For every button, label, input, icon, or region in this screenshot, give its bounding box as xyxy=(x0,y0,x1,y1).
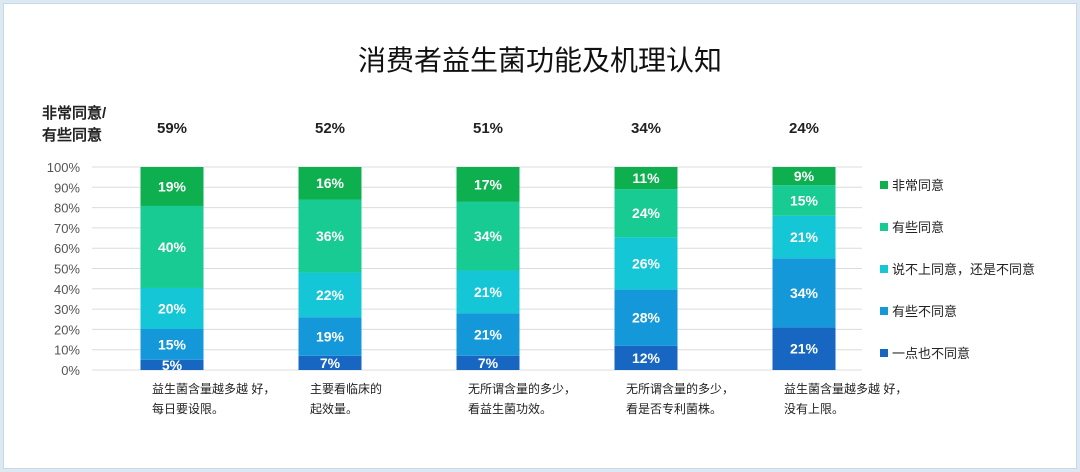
y-tick-label: 100% xyxy=(47,160,81,175)
bar-segment xyxy=(456,313,520,356)
bar-segment xyxy=(614,189,678,238)
bar-segment xyxy=(614,289,678,346)
category-label-line1: 益生菌含量越多越 好， xyxy=(152,381,275,396)
top-label-line2: 有些同意 xyxy=(42,126,102,144)
data-label: 21% xyxy=(790,341,819,357)
data-label: 21% xyxy=(474,326,503,342)
bar-segment xyxy=(140,287,204,329)
bar-segment xyxy=(614,237,678,290)
category-label-line1: 无所谓含量的多少， xyxy=(468,381,576,396)
bar-segment xyxy=(772,185,836,216)
data-label: 5% xyxy=(162,357,183,373)
legend-swatch xyxy=(880,181,888,189)
category-label-line2: 每日要设限。 xyxy=(152,401,224,416)
data-label: 11% xyxy=(632,170,660,186)
y-tick-label: 80% xyxy=(54,201,80,216)
legend-swatch xyxy=(880,265,888,273)
data-label: 24% xyxy=(632,205,661,221)
data-label: 12% xyxy=(632,350,661,366)
category-label-line2: 没有上限。 xyxy=(784,401,844,416)
data-label: 22% xyxy=(316,287,345,303)
y-tick-label: 50% xyxy=(54,262,80,277)
y-tick-label: 70% xyxy=(54,221,80,236)
category-label-line1: 主要看临床的 xyxy=(310,381,382,396)
data-label: 36% xyxy=(316,228,345,244)
y-tick-label: 20% xyxy=(54,322,80,337)
y-tick-label: 60% xyxy=(54,241,80,256)
data-label: 26% xyxy=(632,255,661,271)
top-label-line1: 非常同意/ xyxy=(42,104,107,122)
bar-segment xyxy=(456,270,520,314)
data-label: 34% xyxy=(474,228,503,244)
top-value-label: 24% xyxy=(789,120,819,137)
top-value-label: 34% xyxy=(631,120,661,137)
bar-segment xyxy=(298,355,362,370)
category-label-line1: 益生菌含量越多越 好， xyxy=(784,381,907,396)
data-label: 7% xyxy=(478,355,499,371)
bar-segment xyxy=(456,355,520,370)
legend-label: 非常同意 xyxy=(892,178,944,193)
y-tick-label: 30% xyxy=(54,302,80,317)
category-label-line1: 无所谓含量的多少， xyxy=(626,381,734,396)
y-tick-label: 40% xyxy=(54,282,80,297)
data-label: 28% xyxy=(632,310,661,326)
bar-segment xyxy=(298,199,362,273)
chart-title: 消费者益生菌功能及机理认知 xyxy=(358,45,722,76)
bar-segment xyxy=(772,215,836,259)
data-label: 16% xyxy=(316,175,345,191)
data-label: 17% xyxy=(474,176,503,192)
legend-label: 一点也不同意 xyxy=(892,346,970,361)
data-label: 19% xyxy=(158,178,187,194)
data-label: 15% xyxy=(158,336,187,352)
top-value-label: 59% xyxy=(157,120,187,137)
legend-swatch xyxy=(880,307,888,315)
bar-segment xyxy=(614,345,678,370)
data-label: 21% xyxy=(790,229,819,245)
y-tick-label: 0% xyxy=(61,363,80,378)
bar-segment xyxy=(140,359,204,370)
legend-label: 说不上同意，还是不同意 xyxy=(892,262,1035,277)
data-label: 20% xyxy=(158,300,187,316)
data-label: 9% xyxy=(794,168,815,184)
bar-segment xyxy=(772,327,836,370)
bar-segment xyxy=(298,317,362,356)
bar-segment xyxy=(614,167,678,190)
bar-segment xyxy=(456,167,520,202)
bar-segment xyxy=(140,167,204,206)
data-label: 15% xyxy=(790,192,819,208)
bar-segment xyxy=(298,167,362,200)
data-label: 34% xyxy=(790,285,819,301)
data-label: 21% xyxy=(474,284,503,300)
legend-swatch xyxy=(880,349,888,357)
category-label-line2: 起效量。 xyxy=(310,401,358,416)
legend-label: 有些不同意 xyxy=(892,304,957,319)
legend-swatch xyxy=(880,223,888,231)
bar-segment xyxy=(772,258,836,328)
data-label: 19% xyxy=(316,329,345,345)
bar-segment xyxy=(772,167,836,186)
bar-segment xyxy=(140,205,204,288)
bar-segment xyxy=(456,201,520,271)
bar-segment xyxy=(140,328,204,360)
y-tick-label: 10% xyxy=(54,343,80,358)
data-label: 7% xyxy=(320,355,341,371)
legend-label: 有些同意 xyxy=(892,220,944,235)
top-value-label: 51% xyxy=(473,120,503,137)
top-value-label: 52% xyxy=(315,120,345,137)
y-tick-label: 90% xyxy=(54,180,80,195)
data-label: 40% xyxy=(158,239,187,255)
category-label-line2: 看益生菌功效。 xyxy=(468,401,552,416)
bar-segment xyxy=(298,272,362,318)
category-label-line2: 看是否专利菌株。 xyxy=(626,401,722,416)
